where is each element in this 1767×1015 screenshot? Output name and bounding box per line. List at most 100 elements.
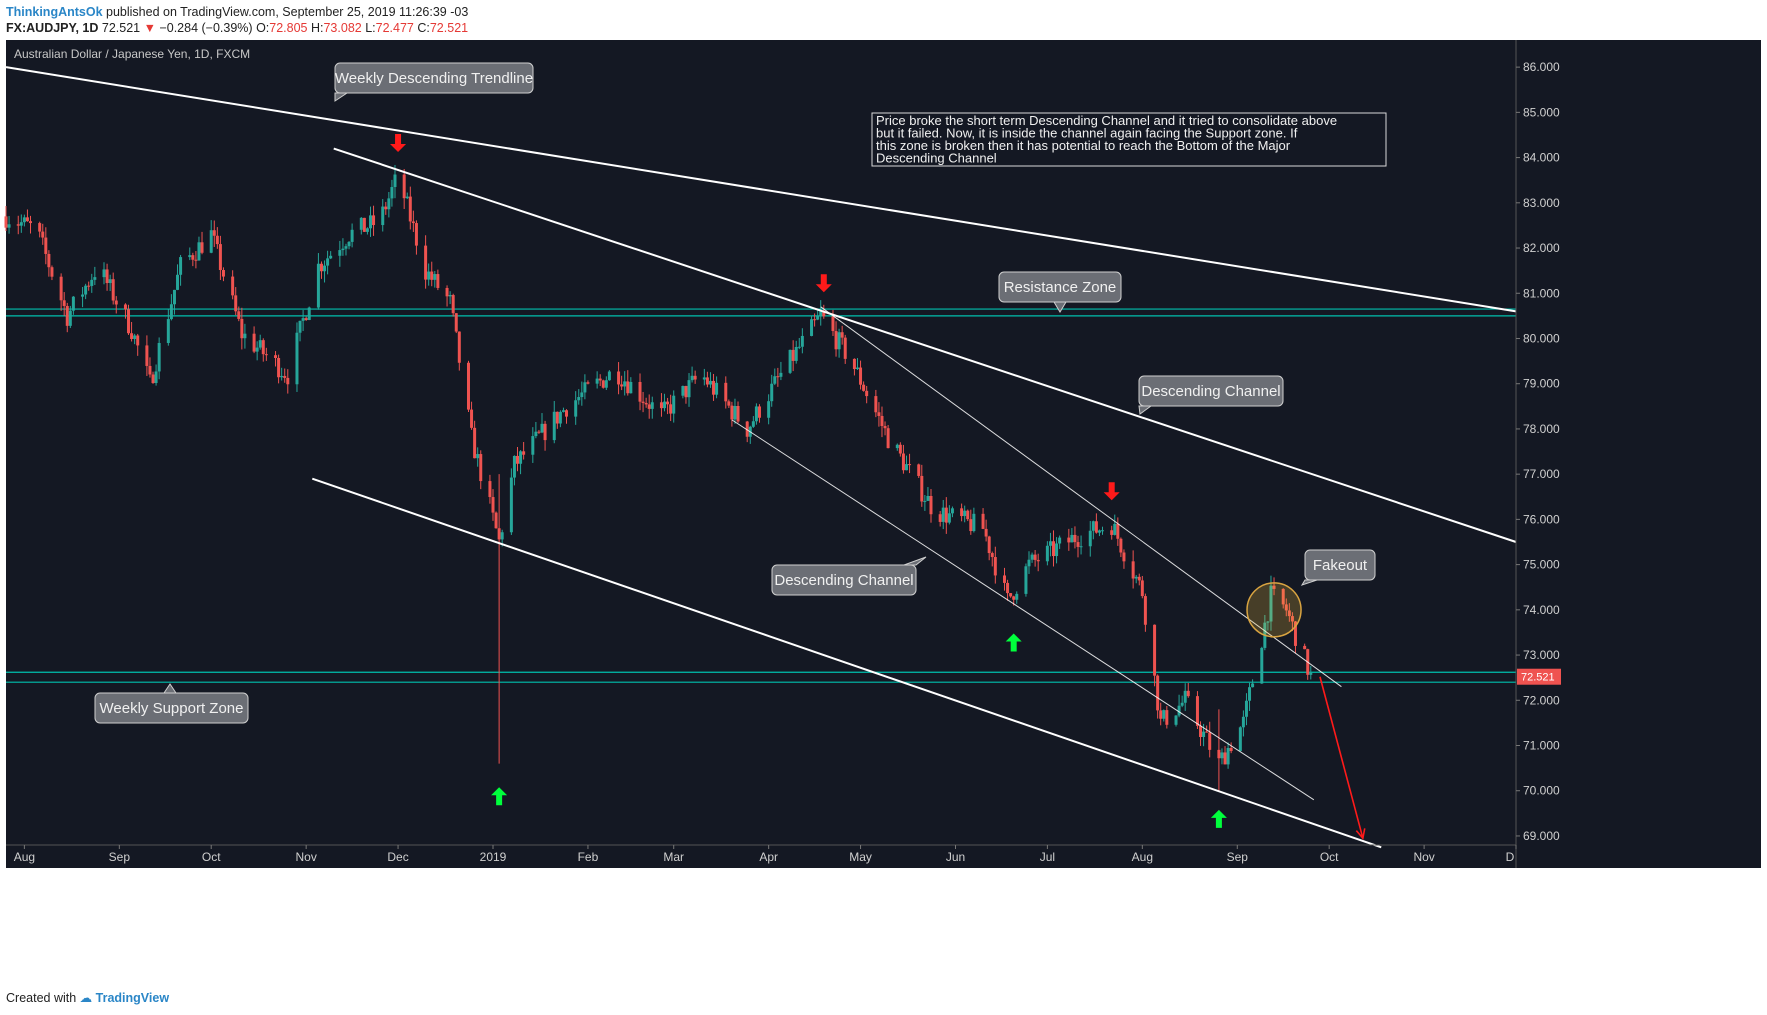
candle-body: [255, 347, 259, 352]
candle-body: [926, 495, 930, 501]
candle-body: [1281, 588, 1285, 605]
candle-body: [445, 287, 449, 297]
price-tick-label: 86.000: [1523, 60, 1560, 74]
published-text: published on TradingView.com, September …: [106, 5, 469, 19]
candle-body: [430, 271, 434, 280]
time-tick-label: Apr: [759, 850, 778, 864]
candle-body: [240, 318, 244, 339]
candle-body: [62, 300, 66, 306]
candle-body: [941, 507, 945, 522]
author-link[interactable]: ThinkingAntsOk: [6, 5, 103, 19]
candle-body: [1177, 705, 1181, 716]
candle-body: [834, 331, 838, 350]
candle-body: [855, 367, 859, 370]
candle-body: [488, 481, 492, 498]
candle-body: [87, 285, 91, 287]
candle-body: [44, 237, 48, 254]
footer: Created with ☁ TradingView: [6, 990, 169, 1010]
candle-body: [494, 512, 498, 529]
candle-body: [264, 354, 268, 356]
candle-body: [1113, 523, 1117, 535]
candle-body: [130, 333, 134, 339]
candle-body: [1079, 546, 1083, 548]
note-box: [871, 112, 1387, 167]
candle-body: [1045, 545, 1049, 562]
candle-body: [757, 406, 761, 418]
tradingview-brand[interactable]: TradingView: [95, 991, 170, 1005]
callout-label: Descending Channel: [774, 572, 913, 589]
candle-body: [705, 377, 709, 385]
candle-body: [316, 263, 320, 308]
candle-body: [1024, 566, 1028, 594]
callout: Weekly Support Zone: [94, 683, 249, 724]
candle-body: [1269, 585, 1273, 622]
candle-body: [283, 375, 287, 378]
candle-body: [629, 381, 633, 394]
candle-body: [497, 528, 501, 540]
time-tick-label: D: [1506, 850, 1515, 864]
green-up-arrow-icon: [1210, 809, 1227, 828]
price-tick-label: 85.000: [1523, 105, 1560, 119]
time-tick-label: Jun: [946, 850, 965, 864]
candle-body: [1015, 593, 1019, 600]
candle-body: [16, 224, 20, 226]
candle-body: [362, 217, 366, 232]
candle-body: [19, 222, 23, 226]
candle-body: [476, 454, 480, 459]
candle-body: [819, 311, 823, 317]
candle-body: [408, 196, 412, 222]
candle-body: [4, 216, 8, 228]
candle-body: [638, 381, 642, 402]
projection-arrowhead: [1355, 828, 1366, 840]
price-tick-label: 84.000: [1523, 151, 1560, 165]
candle-body: [852, 358, 856, 370]
candle-body: [1183, 690, 1187, 703]
candle-body: [1159, 710, 1163, 719]
candle-body: [1048, 541, 1052, 546]
candle-body: [473, 427, 477, 459]
candle-body: [274, 355, 278, 358]
price-tick-label: 74.000: [1523, 603, 1560, 617]
candle-body: [509, 477, 513, 533]
price-tick-label: 73.000: [1523, 648, 1560, 662]
candle-body: [754, 406, 758, 422]
callout-pointer: [903, 556, 927, 566]
time-tick-label: Oct: [202, 850, 221, 864]
candle-body: [607, 371, 611, 381]
candle-body: [1067, 537, 1071, 543]
open-label: O:: [256, 21, 270, 35]
callout-label: Descending Channel: [1141, 383, 1280, 400]
candles: [4, 164, 1313, 791]
candle-body: [1119, 538, 1123, 553]
candle-body: [166, 319, 170, 343]
candle-body: [243, 333, 247, 339]
candle-body: [923, 500, 927, 502]
candle-body: [368, 215, 372, 229]
candle-body: [114, 300, 118, 305]
candle-body: [944, 507, 948, 523]
trend-line: [311, 477, 1382, 849]
candle-body: [601, 380, 605, 388]
candle-body: [1180, 702, 1184, 706]
callout: Descending Channel: [1138, 375, 1284, 415]
candle-body: [218, 244, 222, 271]
candle-body: [307, 307, 311, 321]
candle-body: [727, 401, 731, 406]
candle-body: [1137, 576, 1141, 581]
candle-body: [234, 295, 238, 312]
candle-body: [929, 495, 933, 515]
candle-body: [516, 455, 520, 464]
tradingview-logo-icon: ☁: [79, 991, 93, 1005]
candle-body: [840, 332, 844, 338]
candle-body: [1293, 621, 1297, 646]
callout: Weekly Descending Trendline: [334, 62, 534, 102]
callout: Fakeout: [1300, 549, 1376, 586]
publish-line: ThinkingAntsOk published on TradingView.…: [6, 4, 1761, 20]
candle-body: [387, 198, 391, 210]
candle-body: [1055, 543, 1059, 557]
candle-body: [583, 382, 587, 393]
candle-body: [604, 380, 608, 388]
price-chart[interactable]: Weekly Descending Trendline Resistance Zo…: [0, 0, 1767, 985]
candle-body: [1012, 596, 1016, 600]
green-up-arrow-icon: [1005, 633, 1022, 652]
